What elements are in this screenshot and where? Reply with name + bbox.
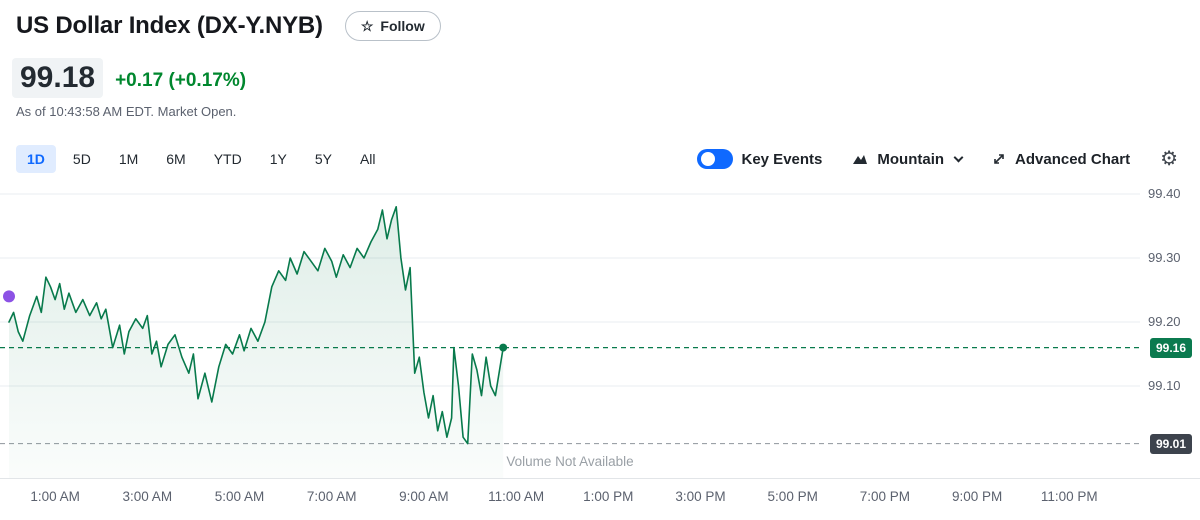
follow-button[interactable]: ☆ Follow — [344, 11, 441, 41]
range-tab-1m[interactable]: 1M — [118, 151, 139, 167]
x-axis-label: 11:00 PM — [1040, 489, 1098, 504]
current-price: 99.18 — [12, 58, 104, 98]
follow-label: Follow — [380, 18, 425, 34]
x-axis-label: 9:00 AM — [399, 489, 449, 504]
key-events-control[interactable]: Key Events — [696, 149, 823, 169]
chart-controls: Key Events Mountain Advanced Chart ⚙ — [696, 148, 1185, 170]
advanced-chart-label: Advanced Chart — [1015, 150, 1131, 168]
key-events-toggle[interactable] — [696, 149, 733, 169]
key-events-label: Key Events — [741, 150, 823, 168]
x-axis-label: 7:00 PM — [859, 489, 911, 504]
range-tab-5y[interactable]: 5Y — [314, 151, 332, 167]
advanced-chart-button[interactable]: Advanced Chart — [992, 151, 1130, 168]
price-chart[interactable]: 99.40 99.30 99.20 99.10 99.16 99.01 1:00 AM 3:0… — [0, 186, 1200, 520]
x-axis-line — [0, 478, 1200, 479]
y-axis-label: 99.30 — [1148, 250, 1181, 265]
x-axis-label: 9:00 PM — [951, 489, 1003, 504]
time-range-tabs: 1D 5D 1M 6M YTD 1Y 5Y All — [16, 145, 387, 173]
chart-type-label: Mountain — [877, 150, 945, 168]
change-value: +0.17 — [115, 70, 164, 91]
as-of-timestamp: As of 10:43:58 AM EDT. Market Open. — [16, 104, 237, 119]
quote-summary: 99.18 +0.17 (+0.17%) As of 10:43:58 AM E… — [0, 42, 1200, 119]
x-axis-label: 7:00 AM — [306, 489, 357, 504]
settings-gear-icon[interactable]: ⚙ — [1160, 148, 1178, 170]
page-header: US Dollar Index (DX-Y.NYB) ☆ Follow — [0, 0, 1200, 42]
y-axis-label: 99.10 — [1148, 378, 1181, 393]
star-icon: ☆ — [360, 18, 374, 34]
low-price-badge: 99.01 — [1149, 433, 1192, 454]
chevron-down-icon — [953, 152, 964, 162]
x-axis-label: 11:00 AM — [488, 489, 545, 504]
range-tab-1y[interactable]: 1Y — [269, 151, 287, 167]
expand-diagonal-icon — [992, 152, 1006, 166]
toggle-knob — [700, 152, 715, 166]
x-axis-label: 3:00 AM — [122, 489, 173, 504]
price-change: +0.17 (+0.17%) — [115, 70, 246, 98]
range-tab-all[interactable]: All — [359, 151, 376, 167]
mountain-icon — [852, 153, 868, 165]
x-axis-label: 5:00 AM — [214, 489, 265, 504]
change-percent: (+0.17%) — [168, 70, 247, 91]
current-price-badge: 99.16 — [1149, 337, 1192, 358]
price-chart-svg[interactable] — [0, 186, 1140, 479]
x-axis-label: 1:00 AM — [30, 489, 80, 504]
y-axis-label: 99.40 — [1148, 186, 1181, 201]
range-tab-1d[interactable]: 1D — [16, 145, 56, 173]
x-axis-label: 5:00 PM — [767, 489, 818, 504]
range-tab-6m[interactable]: 6M — [166, 151, 186, 167]
range-tab-ytd[interactable]: YTD — [213, 151, 242, 167]
chart-type-dropdown[interactable]: Mountain — [852, 150, 964, 168]
range-tab-5d[interactable]: 5D — [72, 151, 91, 167]
x-axis-label: 3:00 PM — [675, 489, 726, 504]
volume-note: Volume Not Available — [506, 454, 634, 469]
page-title: US Dollar Index (DX-Y.NYB) — [16, 12, 323, 39]
x-axis-label: 1:00 PM — [583, 489, 634, 504]
chart-toolbar: 1D 5D 1M 6M YTD 1Y 5Y All Key Events Mountain — [0, 145, 1200, 173]
y-axis-label: 99.20 — [1148, 314, 1181, 329]
